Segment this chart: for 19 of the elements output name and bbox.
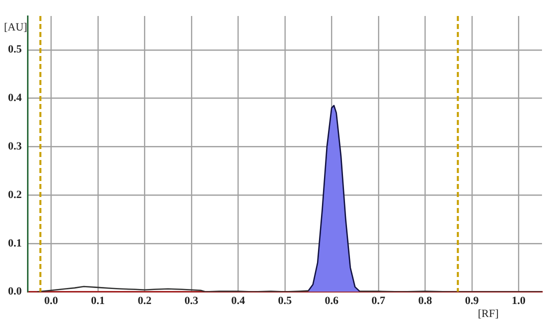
y-axis-title: [AU]: [4, 21, 28, 34]
x-tick-label: 0.6: [324, 295, 339, 308]
x-tick-label: 0.2: [138, 295, 152, 308]
y-tick-label: 0.3: [8, 140, 22, 152]
x-axis-title: [RF]: [478, 308, 499, 320]
y-tick-label: 0.2: [8, 188, 22, 201]
x-tick-label: 0.1: [91, 295, 105, 308]
x-tick-label: 0.8: [418, 295, 432, 308]
x-tick-label: 0.0: [44, 295, 58, 308]
x-tick-label: 0.3: [184, 295, 199, 308]
x-tick-label: 0.4: [231, 295, 246, 308]
y-tick-label: 0.0: [8, 286, 22, 298]
y-tick-label: 0.1: [8, 237, 22, 250]
x-tick-label: 0.5: [278, 295, 292, 308]
x-tick-label: 1.0: [512, 295, 526, 308]
y-tick-label: 0.4: [8, 92, 22, 104]
x-tick-label: 0.7: [372, 295, 386, 308]
y-tick-label: 0.5: [8, 44, 22, 56]
x-tick-label: 0.9: [465, 295, 480, 308]
